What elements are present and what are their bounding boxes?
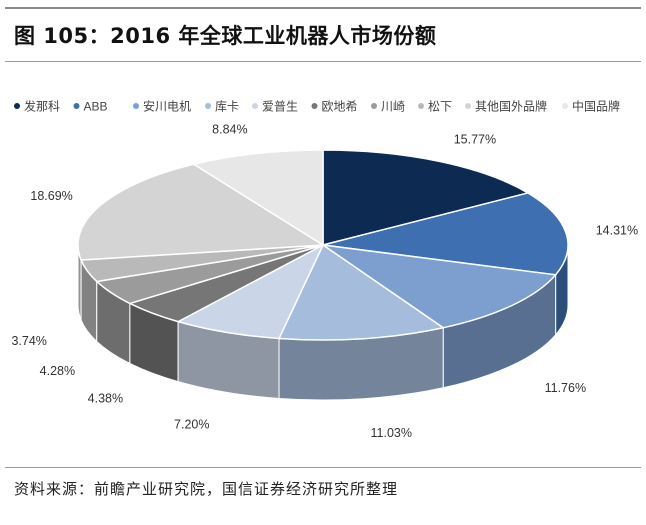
- data-label: 11.03%: [371, 426, 412, 440]
- data-label: 14.31%: [596, 223, 638, 237]
- legend-marker: [465, 103, 471, 109]
- legend-marker: [205, 103, 211, 109]
- legend-marker: [73, 103, 80, 109]
- chart-title: 图 105：2016 年全球工业机器人市场份额: [14, 24, 437, 48]
- legend-marker: [562, 103, 568, 109]
- legend-marker: [371, 103, 377, 109]
- data-label: 8.84%: [212, 123, 247, 137]
- legend-marker: [133, 103, 139, 109]
- pie-slice: [322, 149, 529, 246]
- pie-slice: [322, 192, 569, 276]
- data-labels: 15.77% 14.31% 11.76% 11.03% 7.20% 4.38% 4.28% 3…: [11, 123, 638, 441]
- legend-item: 爱普生: [262, 100, 298, 114]
- legend-item: ABB: [84, 100, 108, 114]
- data-label: 4.28%: [40, 364, 75, 378]
- chart-legend: 发那科 ABB 安川电机 库卡 爱普生 欧地希 川崎 松下 其他国外品牌 中国品牌: [14, 99, 620, 114]
- pie-chart: 发那科 ABB 安川电机 库卡 爱普生 欧地希 川崎 松下 其他国外品牌 中国品牌 15.77%1…: [11, 99, 638, 441]
- pie-slice: [193, 149, 324, 246]
- pie-side-walls: [77, 244, 569, 401]
- data-label: 15.77%: [454, 133, 496, 147]
- data-label: 7.20%: [174, 418, 209, 432]
- legend-item: 川崎: [381, 100, 405, 114]
- legend-item: 其他国外品牌: [475, 100, 547, 114]
- pie-slice: [278, 244, 444, 341]
- data-label: 4.38%: [88, 392, 123, 406]
- legend-marker: [14, 103, 20, 109]
- title-rule: [5, 61, 641, 62]
- data-label: 3.74%: [11, 334, 46, 348]
- legend-item: 安川电机: [143, 99, 191, 114]
- top-rule: [5, 7, 641, 9]
- pie-slice: [322, 244, 557, 329]
- legend-item: 发那科: [24, 99, 60, 114]
- data-label: 11.76%: [545, 381, 586, 395]
- legend-marker: [311, 103, 318, 109]
- legend-item: 库卡: [215, 99, 239, 114]
- pie-slices: [77, 149, 569, 341]
- source-note: 资料来源：前瞻产业研究院，国信证券经济研究所整理: [14, 480, 399, 498]
- pie-slice: [77, 163, 324, 261]
- legend-item: 中国品牌: [572, 99, 620, 114]
- legend-marker: [252, 103, 258, 109]
- legend-item: 松下: [428, 100, 452, 114]
- legend-marker: [418, 103, 424, 109]
- pie-slice: [177, 244, 324, 340]
- data-label: 18.69%: [30, 189, 72, 203]
- legend-item: 欧地希: [322, 99, 358, 114]
- bottom-rule: [5, 467, 641, 468]
